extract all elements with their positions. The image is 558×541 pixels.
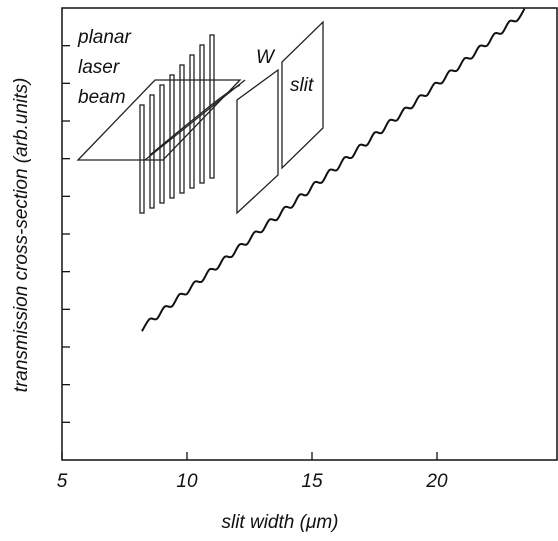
laser-plane (76, 79, 242, 161)
annotation: W (256, 47, 276, 68)
x-tick-label: 20 (425, 471, 448, 492)
laser-sheets (139, 34, 246, 214)
annotation: beam (78, 87, 126, 108)
annotation: planar (77, 27, 131, 48)
annotation: laser (78, 57, 120, 78)
data-line (141, 8, 526, 332)
slit-plate-left (236, 68, 279, 215)
y-axis-label: transmission cross-section (arb.units) (11, 78, 32, 393)
inset-diagram (76, 20, 324, 215)
x-axis-label: slit width (μm) (221, 512, 338, 533)
x-tick-label: 15 (301, 471, 323, 492)
slit-plate-right (281, 20, 324, 170)
annotation: slit (290, 75, 314, 96)
x-tick-label: 10 (176, 471, 198, 492)
x-tick-label: 5 (57, 471, 68, 492)
